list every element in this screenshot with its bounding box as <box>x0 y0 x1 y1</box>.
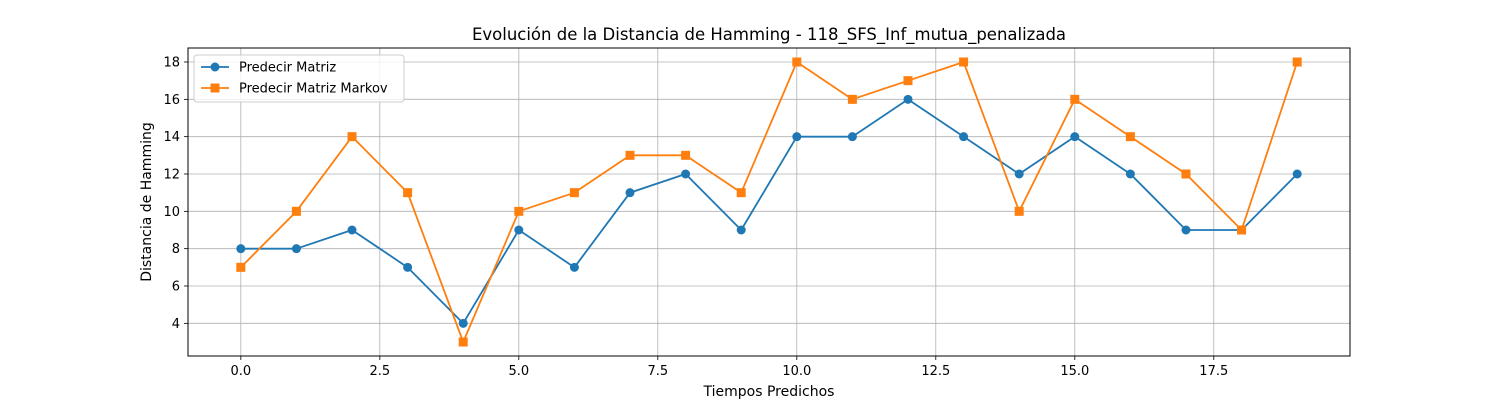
data-point <box>847 132 857 142</box>
data-point <box>1125 132 1135 142</box>
data-point <box>514 206 524 216</box>
data-point <box>1237 225 1247 235</box>
data-point <box>903 94 913 104</box>
series-1 <box>236 94 1302 328</box>
legend-item: Predecir Matriz <box>201 61 336 76</box>
legend: Predecir Matriz Predecir Matriz Markov <box>193 54 405 103</box>
y-tick-label: 4 <box>172 317 180 332</box>
x-tick-label: 7.5 <box>647 364 668 379</box>
data-point <box>1181 169 1191 179</box>
legend-item: Predecir Matriz Markov <box>201 82 388 97</box>
data-point <box>347 225 357 235</box>
x-tick-label: 17.5 <box>1199 364 1228 379</box>
data-point <box>681 169 691 179</box>
x-tick-label: 15.0 <box>1060 364 1089 379</box>
x-axis-title: Tiempos Predichos <box>703 384 835 400</box>
x-tick-label: 12.5 <box>921 364 950 379</box>
data-point <box>959 132 969 142</box>
data-point <box>1292 169 1302 179</box>
data-point <box>569 262 579 272</box>
data-point <box>569 188 579 198</box>
y-tick-label: 12 <box>163 168 180 183</box>
series-layer <box>236 57 1302 347</box>
series-line <box>240 98 1298 325</box>
data-point <box>1181 225 1191 235</box>
y-tick-label: 8 <box>172 242 180 257</box>
data-point <box>1070 94 1080 104</box>
y-tick-label: 16 <box>163 93 180 108</box>
data-point <box>1125 169 1135 179</box>
data-point <box>514 225 524 235</box>
data-point <box>458 318 468 328</box>
y-tick-label: 14 <box>163 130 180 145</box>
chart-title: Evolución de la Distancia de Hamming - 1… <box>472 25 1066 45</box>
data-point <box>403 262 413 272</box>
data-point <box>1014 206 1024 216</box>
grid <box>188 48 1350 356</box>
data-point <box>625 150 635 160</box>
x-tick-label: 10.0 <box>782 364 811 379</box>
data-point <box>1070 132 1080 142</box>
data-point <box>792 132 802 142</box>
y-tick-label: 10 <box>163 205 180 220</box>
legend-label: Predecir Matriz Markov <box>239 82 388 97</box>
data-point <box>792 57 802 67</box>
data-point <box>847 94 857 104</box>
data-point <box>1014 169 1024 179</box>
data-point <box>291 206 301 216</box>
data-point <box>347 132 357 142</box>
data-point <box>681 150 691 160</box>
data-point <box>903 76 913 86</box>
plot-frame <box>187 47 1351 357</box>
y-axis-title: Distancia de Hamming <box>139 122 155 282</box>
data-point <box>1292 57 1302 67</box>
y-tick-label: 6 <box>172 280 180 295</box>
data-point <box>291 244 301 254</box>
data-point <box>403 188 413 198</box>
axis-ticks: 0.0 2.5 5.0 7.5 10.0 12.5 15.0 17.5 4 6 8 10 12 14 16 1… <box>163 56 1228 380</box>
legend-marker <box>210 83 220 93</box>
data-point <box>959 57 969 67</box>
data-point <box>736 225 746 235</box>
series-line <box>240 61 1299 343</box>
data-point <box>625 188 635 198</box>
series-2 <box>236 57 1302 347</box>
x-tick-label: 0.0 <box>230 364 251 379</box>
legend-label: Predecir Matriz <box>239 61 336 76</box>
x-tick-label: 2.5 <box>369 364 390 379</box>
legend-box <box>193 54 405 103</box>
legend-marker <box>210 62 220 72</box>
data-point <box>236 244 246 254</box>
data-point <box>458 337 468 347</box>
data-point <box>236 262 246 272</box>
y-tick-label: 18 <box>163 56 180 71</box>
data-point <box>736 188 746 198</box>
x-tick-label: 5.0 <box>508 364 529 379</box>
